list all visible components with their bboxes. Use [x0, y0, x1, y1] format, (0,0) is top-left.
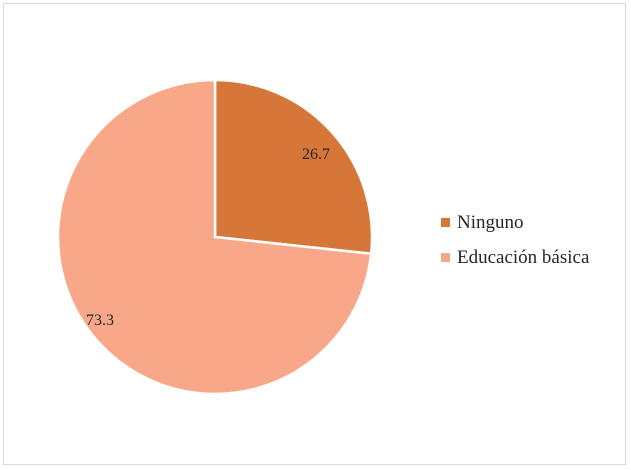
data-label-educacion-basica: 73.3 [86, 312, 114, 329]
pie-data-labels: 26.7 73.3 [86, 146, 330, 329]
legend-label-ninguno: Ninguno [457, 211, 524, 233]
legend-swatch-educacion-basica [441, 253, 450, 262]
legend-label-educacion-basica: Educación básica [457, 246, 590, 268]
pie-slice-educacion-basica [56, 78, 373, 396]
legend-swatch-ninguno [441, 218, 450, 227]
data-label-ninguno: 26.7 [302, 146, 330, 163]
chart-legend: Ninguno Educación básica [441, 205, 589, 275]
pie-slice-ninguno [213, 78, 374, 256]
pie-chart: 26.7 73.3 [56, 78, 374, 396]
legend-item-ninguno: Ninguno [441, 205, 589, 240]
legend-item-educacion-basica: Educación básica [441, 240, 589, 275]
chart-area: 26.7 73.3 Ninguno Educación básica [3, 3, 626, 465]
pie-slices [56, 78, 374, 396]
